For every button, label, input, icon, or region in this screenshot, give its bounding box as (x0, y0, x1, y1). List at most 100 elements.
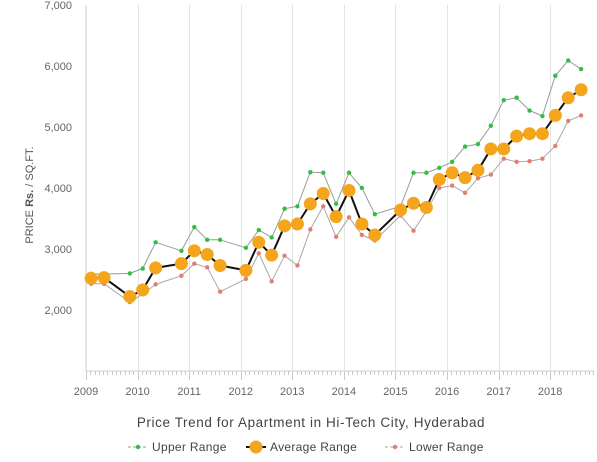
data-point-average-range (497, 142, 511, 156)
data-point-average-range (523, 127, 537, 141)
y-tick-label-3,000: 3,000 (44, 244, 72, 256)
data-point-upper-range (566, 58, 571, 63)
data-point-upper-range (295, 204, 300, 209)
data-point-average-range (484, 142, 498, 156)
x-tick-label-2009: 2009 (74, 386, 98, 398)
data-point-upper-range (553, 73, 558, 78)
data-point-upper-range (127, 271, 133, 276)
data-point-lower-range (359, 232, 365, 238)
y-axis-tick-labels: 2,000 3,000 4,000 5,000 6,000 7,000 (44, 0, 72, 317)
data-point-lower-range (514, 159, 519, 164)
data-point-upper-range (192, 224, 197, 230)
y-axis-label: PRICE Rs. / SQ.FT. (24, 146, 36, 243)
data-point-lower-range (411, 228, 416, 233)
data-point-average-range (561, 91, 575, 105)
data-point-upper-range (527, 108, 532, 113)
legend-marker-average-range (249, 440, 263, 454)
data-point-average-range (548, 108, 562, 122)
x-tick-label-2017: 2017 (486, 386, 510, 398)
data-point-average-range (97, 271, 111, 285)
series-average-range (84, 83, 588, 304)
series-layer (84, 58, 588, 305)
data-point-lower-range (179, 273, 184, 279)
data-point-upper-range (346, 170, 352, 175)
data-point-average-range (290, 217, 304, 231)
data-point-upper-range (359, 185, 365, 191)
x-tick-label-2014: 2014 (332, 386, 356, 398)
data-point-average-range (445, 166, 459, 180)
data-point-average-range (200, 247, 214, 261)
data-point-average-range (265, 248, 279, 262)
data-point-average-range (342, 183, 356, 197)
data-point-upper-range (411, 170, 416, 175)
data-point-average-range (458, 171, 472, 185)
data-point-upper-range (204, 237, 210, 243)
data-point-upper-range (269, 235, 274, 240)
data-point-lower-range (449, 183, 455, 188)
data-point-upper-range (321, 170, 326, 175)
data-point-average-range (136, 283, 150, 297)
data-point-average-range (394, 203, 408, 217)
data-point-average-range (278, 219, 292, 233)
data-point-upper-range (578, 66, 584, 72)
data-point-lower-range (540, 156, 545, 161)
data-point-upper-range (424, 170, 429, 175)
data-point-lower-range (282, 253, 287, 258)
data-point-average-range (213, 258, 227, 272)
data-point-average-range (187, 244, 201, 258)
data-point-lower-range (437, 185, 442, 191)
y-tick-label-2,000: 2,000 (44, 305, 72, 317)
data-point-average-range (471, 163, 485, 177)
legend-label-average-range: Average Range (270, 440, 357, 454)
data-point-average-range (174, 257, 188, 271)
data-point-lower-range (578, 113, 584, 118)
vertical-grid (86, 5, 551, 371)
data-point-average-range (303, 197, 317, 211)
series-upper-range (88, 58, 584, 277)
y-axis-label-prefix: PRICE (24, 207, 36, 244)
data-point-lower-range (256, 251, 261, 256)
data-point-upper-range (462, 144, 468, 149)
data-point-upper-range (333, 201, 339, 207)
data-point-lower-range (475, 176, 481, 181)
legend-label-lower-range: Lower Range (409, 440, 484, 454)
x-tick-label-2016: 2016 (435, 386, 459, 398)
data-point-upper-range (488, 123, 494, 128)
data-point-lower-range (333, 234, 339, 239)
data-point-average-range (84, 271, 98, 285)
data-point-lower-range (153, 282, 158, 287)
data-point-upper-range (501, 97, 506, 103)
data-point-lower-range (566, 118, 571, 124)
data-point-average-range (368, 228, 382, 242)
legend-item-upper-range: Upper Range (128, 440, 226, 454)
data-point-average-range (535, 127, 549, 141)
x-tick-label-2018: 2018 (538, 386, 562, 398)
data-point-average-range (149, 261, 163, 275)
y-tick-label-7,000: 7,000 (44, 0, 72, 12)
data-point-upper-range (179, 248, 184, 254)
legend-marker-lower-range (392, 444, 398, 450)
data-point-upper-range (308, 169, 313, 175)
data-point-lower-range (346, 215, 352, 220)
data-point-upper-range (372, 212, 378, 217)
x-tick-label-2015: 2015 (383, 386, 407, 398)
data-point-upper-range (282, 206, 287, 211)
data-point-average-range (419, 201, 433, 215)
data-point-average-range (239, 263, 253, 277)
data-point-lower-range (527, 158, 532, 164)
data-point-average-range (252, 235, 266, 249)
x-tick-label-2011: 2011 (177, 386, 201, 398)
data-point-average-range (329, 210, 343, 224)
data-point-upper-range (540, 113, 545, 119)
data-point-lower-range (553, 143, 558, 149)
y-axis-label-currency: Rs. (24, 190, 36, 207)
data-point-upper-range (437, 165, 442, 171)
data-point-average-range (123, 290, 137, 304)
y-tick-label-6,000: 6,000 (44, 61, 72, 73)
legend-item-average-range: Average Range (246, 440, 357, 454)
data-point-lower-range (462, 190, 468, 196)
data-point-upper-range (475, 141, 481, 147)
data-point-lower-range (308, 227, 313, 232)
data-point-lower-range (269, 279, 274, 284)
